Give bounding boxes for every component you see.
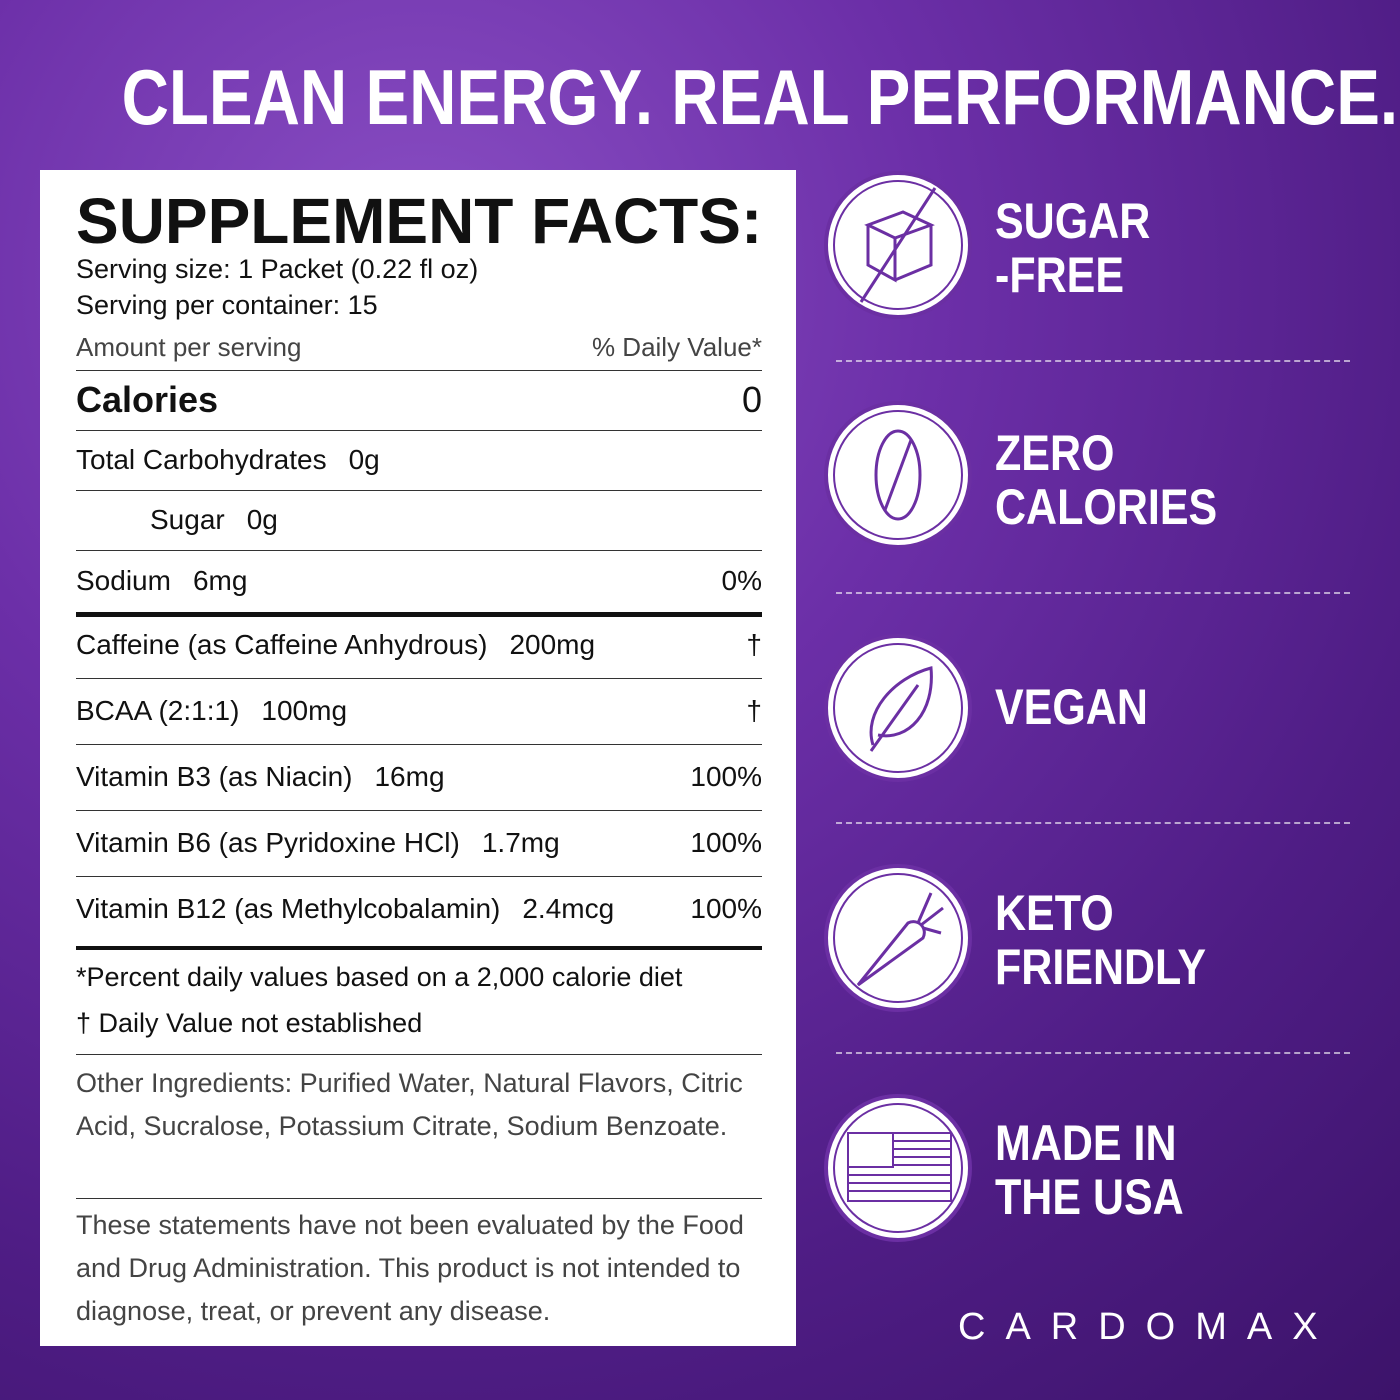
nutrient-name: Calories [76, 379, 219, 420]
daily-value: 0% [721, 565, 762, 596]
badge-line: -FREE [995, 247, 1124, 303]
amount-header: Amount per serving % Daily Value* [76, 332, 762, 371]
zero-icon [824, 401, 972, 549]
daily-value: 100% [690, 761, 762, 792]
nutrient-amount: 200mg [509, 629, 596, 660]
disclaimer: These statements have not been evaluated… [76, 1210, 744, 1326]
separator [836, 822, 1350, 824]
facts-row: Calories 0 [76, 370, 762, 431]
facts-title: SUPPLEMENT FACTS: [76, 185, 763, 257]
badge-line: THE USA [995, 1169, 1184, 1225]
separator [836, 1052, 1350, 1054]
daily-value: † [746, 629, 762, 660]
sugar-icon [824, 171, 972, 319]
usa-icon [824, 1094, 972, 1242]
serving-size: Serving size: 1 Packet (0.22 fl oz) [76, 254, 479, 284]
nutrient-name: Caffeine (as Caffeine Anhydrous) [76, 629, 488, 660]
separator [836, 592, 1350, 594]
nutrient-amount: 100mg [261, 695, 348, 726]
nutrient-name: Sodium [76, 565, 171, 596]
badge-label: SUGAR -FREE [995, 194, 1150, 302]
badge-line: KETO [995, 885, 1114, 941]
other-ingredients: Other Ingredients: Purified Water, Natur… [76, 1062, 762, 1199]
nutrient-amount: 16mg [374, 761, 445, 792]
footnote: † Daily Value not established [76, 1008, 423, 1038]
headline-text: CLEAN ENERGY. REAL PERFORMANCE. [121, 53, 1399, 141]
facts-row: Vitamin B6 (as Pyridoxine HCl) 1.7mg 100% [76, 810, 762, 877]
badge-line: VEGAN [995, 679, 1148, 735]
amount-header-text: Amount per serving [76, 332, 302, 362]
daily-value: 100% [690, 827, 762, 858]
nutrient-amount: 0g [246, 504, 278, 535]
nutrient-name: Sugar [150, 504, 225, 535]
facts-row: Caffeine (as Caffeine Anhydrous) 200mg † [76, 612, 762, 679]
nutrient-name: Vitamin B6 (as Pyridoxine HCl) [76, 827, 460, 858]
daily-value: 0 [741, 379, 762, 420]
badge-label: MADE IN THE USA [995, 1116, 1184, 1224]
badge-line: FRIENDLY [995, 939, 1207, 995]
separator [836, 360, 1350, 362]
facts-row: Sodium 6mg 0% [76, 550, 762, 617]
headline: CLEAN ENERGY. REAL PERFORMANCE. [0, 52, 1400, 143]
nutrient-name: Total Carbohydrates [76, 444, 327, 475]
facts-row: Total Carbohydrates 0g [76, 430, 762, 491]
nutrient-amount: 1.7mg [481, 827, 560, 858]
servings: Serving per container: 15 [76, 290, 378, 320]
badge-label: KETO FRIENDLY [995, 886, 1206, 994]
facts-row: Vitamin B12 (as Methylcobalamin) 2.4mcg 10… [76, 876, 762, 942]
nutrient-amount: 2.4mcg [522, 893, 615, 924]
badge-line: ZERO [995, 425, 1115, 481]
nutrient-name: Vitamin B12 (as Methylcobalamin) [76, 893, 501, 924]
badge-line: CALORIES [995, 479, 1218, 535]
nutrient-amount: 0g [348, 444, 380, 475]
dv-header: % Daily Value* [591, 332, 762, 362]
daily-value: 100% [690, 893, 762, 924]
badge-label: ZERO CALORIES [995, 426, 1217, 534]
badge-line: SUGAR [995, 193, 1151, 249]
badge-line: MADE IN [995, 1115, 1177, 1171]
keto-icon [824, 864, 972, 1012]
brand: CARDOMAX [958, 1306, 1338, 1348]
facts-row: Vitamin B3 (as Niacin) 16mg 100% [76, 744, 762, 811]
facts-row: Sugar 0g [76, 490, 762, 551]
footnote: *Percent daily values based on a 2,000 c… [76, 962, 683, 992]
badge-label: VEGAN [995, 680, 1148, 734]
facts-panel: SUPPLEMENT FACTS: Serving size: 1 Packet… [40, 170, 796, 1346]
facts-row: BCAA (2:1:1) 100mg † [76, 678, 762, 745]
nutrient-amount: 6mg [192, 565, 248, 596]
nutrient-name: BCAA (2:1:1) [76, 695, 240, 726]
footnotes: *Percent daily values based on a 2,000 c… [76, 954, 762, 1055]
thick-rule [76, 946, 762, 950]
nutrient-name: Vitamin B3 (as Niacin) [76, 761, 353, 792]
vegan-icon [824, 634, 972, 782]
daily-value: † [746, 695, 762, 726]
